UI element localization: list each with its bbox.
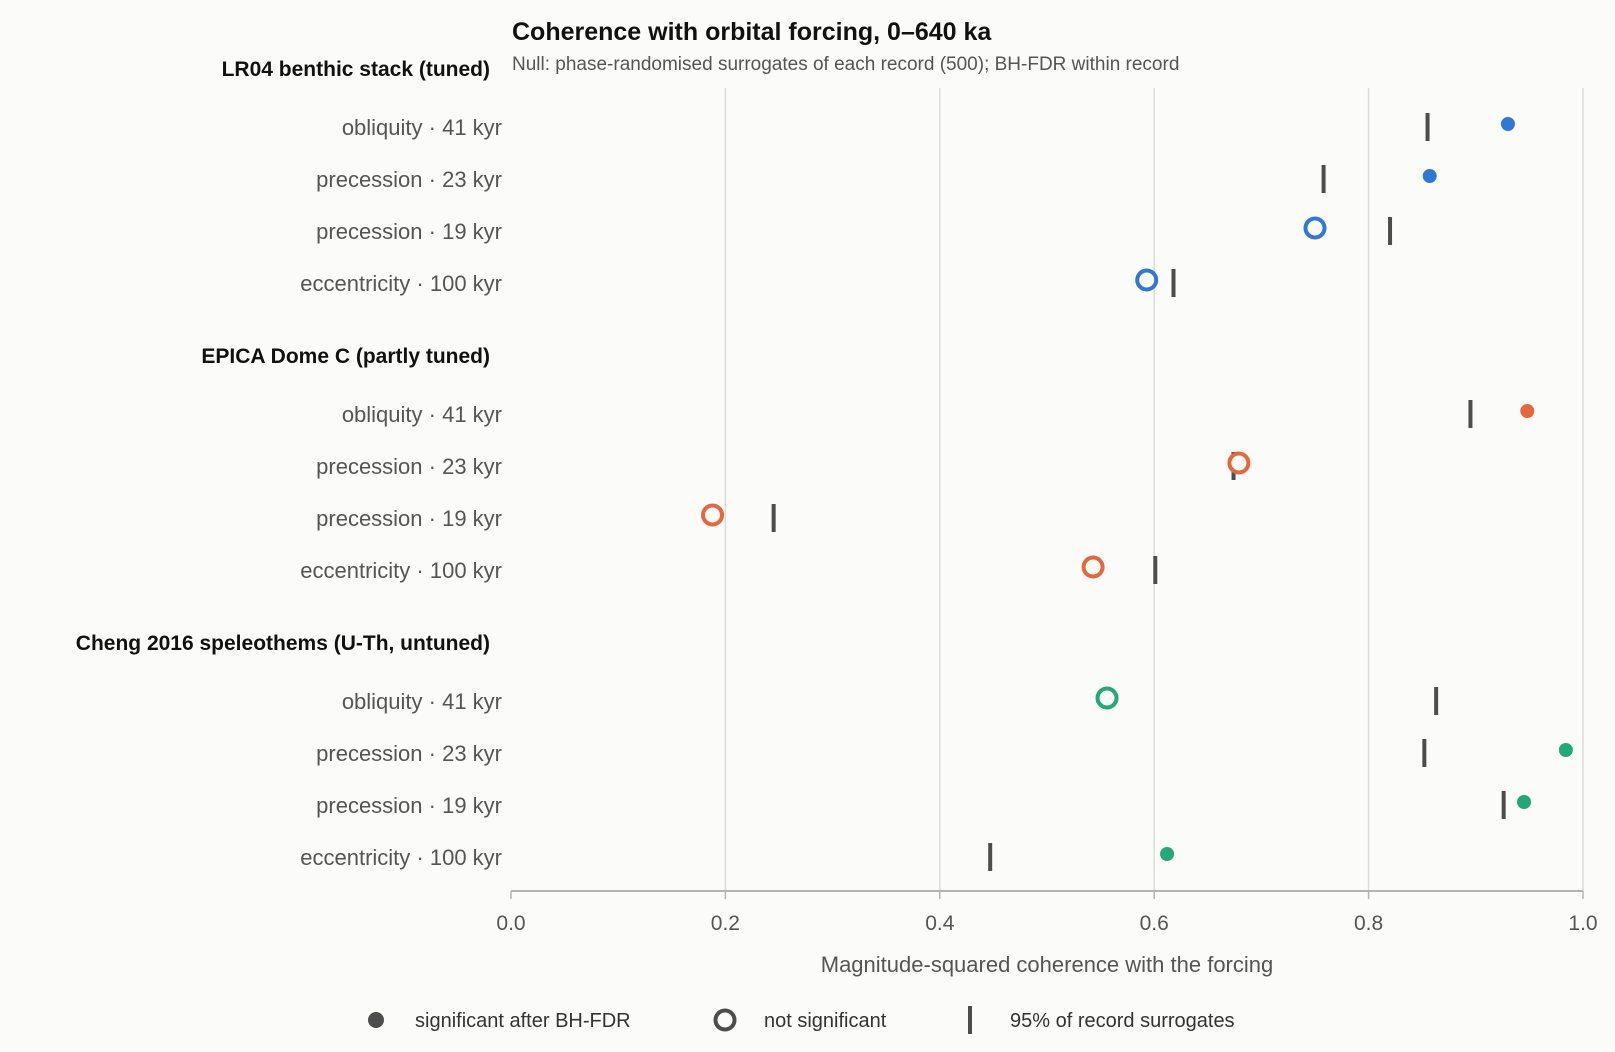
gridlines	[724, 88, 1584, 891]
legend-not-significant-label: not significant	[764, 1010, 887, 1032]
x-axis-label: Magnitude-squared coherence with the for…	[821, 952, 1274, 977]
row-label: obliquity · 41 kyr	[342, 689, 502, 714]
x-tick-label: 1.0	[1568, 912, 1597, 935]
group-label: LR04 benthic stack (tuned)	[222, 58, 490, 81]
row-label: obliquity · 41 kyr	[342, 115, 502, 140]
row-label: precession · 23 kyr	[316, 454, 502, 479]
x-tick-label: 0.8	[1354, 912, 1383, 935]
coherence-point-significant	[1422, 169, 1437, 183]
legend-significant-marker	[368, 1012, 384, 1028]
chart-title: Coherence with orbital forcing, 0–640 ka	[512, 18, 992, 46]
row-label: precession · 23 kyr	[316, 741, 502, 766]
data-marks	[701, 113, 1573, 871]
coherence-point-significant	[1500, 117, 1515, 131]
coherence-point-not-significant	[1135, 268, 1159, 292]
row-label: precession · 19 kyr	[316, 793, 502, 818]
coherence-point-significant	[1558, 743, 1573, 757]
row-label: eccentricity · 100 kyr	[300, 558, 502, 583]
legend-significant-label: significant after BH-FDR	[415, 1010, 631, 1032]
group-label: EPICA Dome C (partly tuned)	[201, 345, 490, 368]
x-tick-label: 0.6	[1140, 912, 1169, 935]
legend: significant after BH-FDR not significant…	[368, 1006, 1235, 1034]
coherence-point-not-significant	[1095, 686, 1119, 710]
row-label: eccentricity · 100 kyr	[300, 271, 502, 296]
x-tick-label: 0.0	[496, 912, 525, 935]
coherence-point-significant	[1160, 847, 1175, 861]
group-label: Cheng 2016 speleothems (U-Th, untuned)	[76, 632, 490, 655]
coherence-point-not-significant	[1303, 216, 1327, 240]
row-label: eccentricity · 100 kyr	[300, 845, 502, 870]
coherence-point-significant	[1520, 404, 1535, 418]
row-labels: LR04 benthic stack (tuned) obliquity · 41…	[76, 58, 502, 870]
legend-not-significant-marker	[713, 1008, 737, 1032]
x-tick-label: 0.4	[925, 912, 955, 935]
legend-threshold-label: 95% of record surrogates	[1010, 1010, 1235, 1032]
coherence-point-significant	[1517, 795, 1532, 809]
chart-subtitle: Null: phase-randomised surrogates of eac…	[512, 54, 1179, 75]
row-label: precession · 23 kyr	[316, 167, 502, 192]
coherence-point-not-significant	[1081, 555, 1105, 579]
x-axis: 0.0 0.2 0.4 0.6 0.8 1.0	[496, 890, 1598, 935]
coherence-point-not-significant	[1227, 451, 1251, 475]
x-tick-label: 0.2	[711, 912, 740, 935]
row-label: precession · 19 kyr	[316, 219, 502, 244]
row-label: obliquity · 41 kyr	[342, 402, 502, 427]
row-label: precession · 19 kyr	[316, 506, 502, 531]
coherence-point-not-significant	[701, 503, 725, 527]
